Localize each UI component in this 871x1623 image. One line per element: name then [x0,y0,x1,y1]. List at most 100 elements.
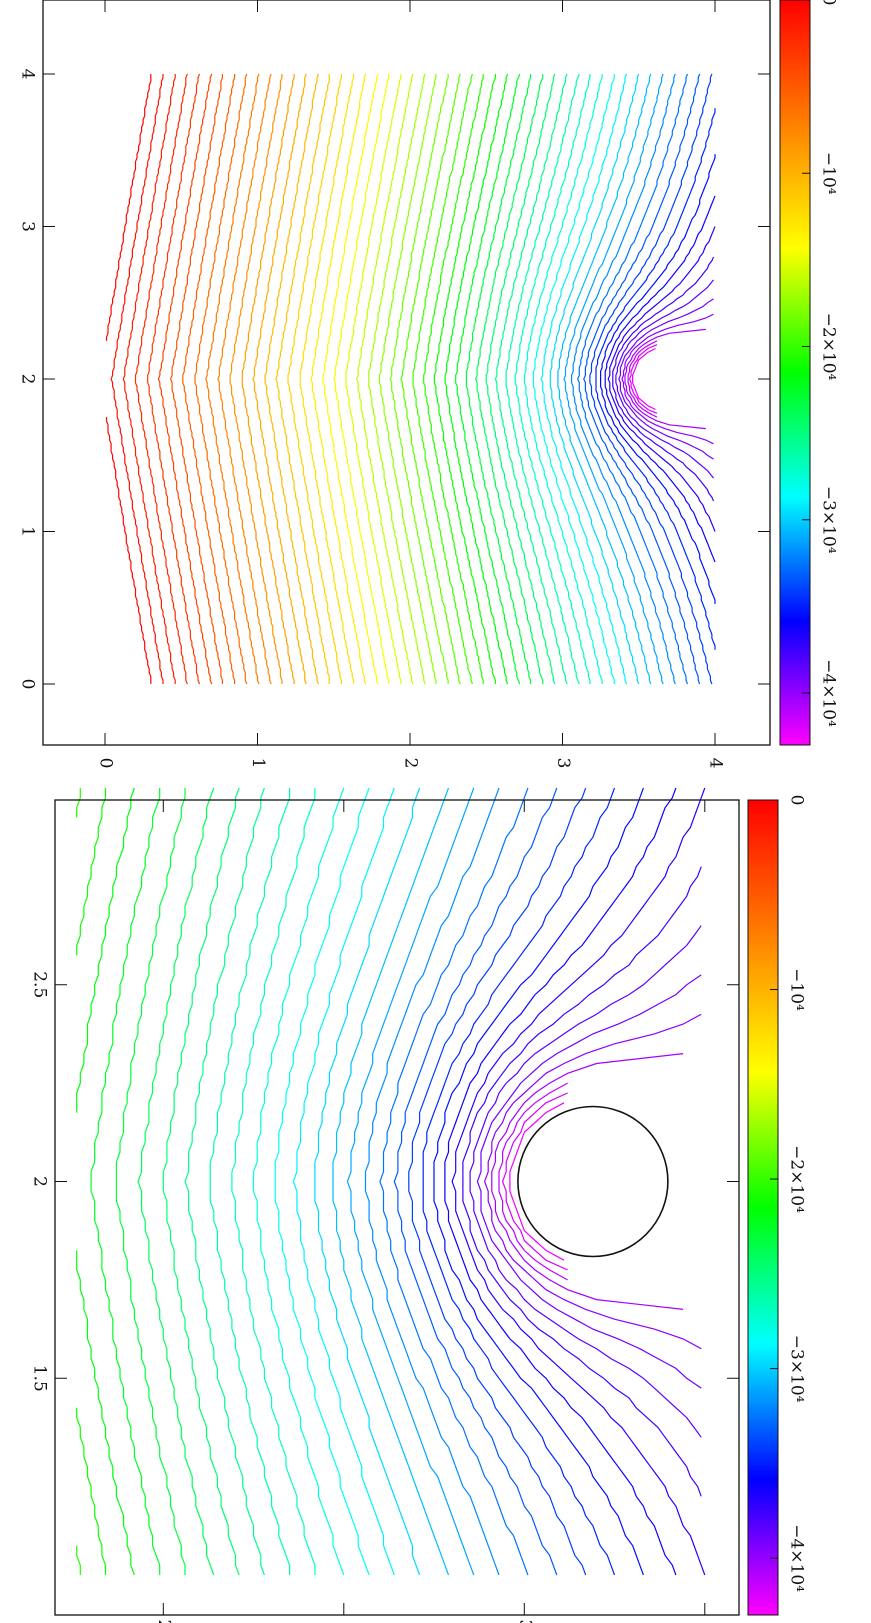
colorbar-tick-label: −10⁴ [819,152,839,195]
contour-line [451,787,706,1576]
colorbar-tick-label: −4×10⁴ [819,659,839,727]
colorbar-tick-label: 0 [819,0,839,5]
source-circle [517,1105,669,1258]
contour-line [389,74,449,684]
contour-line [379,787,529,1576]
contour-line [476,974,702,1389]
contour-line [615,279,714,479]
contour-line [252,787,345,1576]
contour-line [322,73,379,685]
contour-line [433,74,496,684]
contour-line [501,1092,568,1271]
y-tick-label: 3 [553,758,573,769]
contour-line [217,73,272,685]
colorbar-gradient [747,799,779,1616]
colorbar-tick-label: −10⁴ [787,968,807,1011]
contour-line [355,73,414,685]
contour-line [412,73,474,685]
contour-line [105,74,152,684]
contour-line [346,787,475,1576]
x-tick-label: 2.5 [30,971,50,998]
contour-line [604,195,716,563]
x-tick-label: 1 [18,526,38,537]
contour-line [169,74,223,684]
bottom-x-axis: 1.5 2 2.5 [30,971,739,1392]
contour-line [252,73,307,685]
top-x-axis: 0 1 2 3 4 [18,69,770,690]
contour-line [332,787,450,1576]
contour-line [400,73,461,685]
contour-line [368,73,426,685]
contour-line [76,788,107,1575]
contour-line [483,1013,702,1350]
top-contour-lines [105,73,716,685]
bottom-contour-panel: 1.5 2 2.5 2.533.54 −4×10⁴ −3×10⁴ −2×10⁴ −10⁴ 0 [30,787,807,1623]
contour-line [76,787,135,1576]
contour-line [583,73,701,685]
contour-line [182,74,236,684]
contour-line [423,74,484,684]
contour-line [532,74,615,684]
bottom-colorbar: −4×10⁴ −3×10⁴ −2×10⁴ −10⁴ 0 [747,795,807,1616]
contour-line [310,73,367,685]
contour-line [498,1082,568,1281]
contour-line [589,73,713,685]
contour-line [205,73,260,685]
top-y-axis: 0 1 2 3 4 [96,0,726,768]
contour-line [264,73,320,685]
contour-line [628,344,658,414]
contour-line [209,788,291,1575]
contour-line [345,74,402,684]
contour-line [275,74,330,684]
contour-line [76,788,81,1575]
colorbar-tick-label: −3×10⁴ [787,1335,807,1403]
x-tick-label: 2 [18,374,38,385]
contour-line [491,1053,684,1310]
contour-line [194,73,248,685]
contour-line [137,787,215,1576]
colorbar-tick-label: 0 [787,795,807,806]
contour-line [474,74,544,684]
x-tick-label: 2 [30,1176,50,1187]
contour-line [408,787,587,1576]
x-tick-label: 0 [18,679,38,690]
contour-line [600,154,716,604]
contour-line [299,74,355,684]
colorbar-tick-label: −3×10⁴ [819,486,839,554]
contour-line [444,787,677,1576]
contour-line [612,256,715,502]
contour-line [462,866,702,1497]
contour-line [229,74,283,684]
contour-line [563,73,664,685]
contour-line [184,787,265,1576]
x-tick-label: 3 [18,221,38,232]
y-tick-label: 4 [706,758,726,769]
y-tick-label: 3.5 [515,1619,535,1623]
contour-line [274,787,370,1576]
contour-line [577,73,689,685]
x-tick-label: 1.5 [30,1365,50,1392]
contour-line [465,74,532,684]
contour-line [469,925,702,1438]
contour-line [549,73,640,685]
y-tick-label: 2.5 [154,1619,174,1623]
contour-line [90,788,161,1575]
top-plot-frame [42,0,771,746]
contour-line [505,73,580,685]
contour-line [509,1102,565,1261]
contour-line [557,73,652,685]
contour-line [514,74,591,684]
y-tick-label: 1 [248,758,268,769]
bottom-contour-lines [76,787,706,1576]
contour-line [134,73,188,685]
contour-line [110,74,164,684]
contour-line [287,74,342,684]
contour-line [621,313,714,445]
contour-line [523,74,603,684]
contour-line [618,298,714,460]
bottom-plot-frame [54,799,740,1616]
bottom-y-axis: 2.533.54 [154,800,706,1623]
colorbar-tick-label: −4×10⁴ [787,1524,807,1592]
contour-line [595,108,716,650]
